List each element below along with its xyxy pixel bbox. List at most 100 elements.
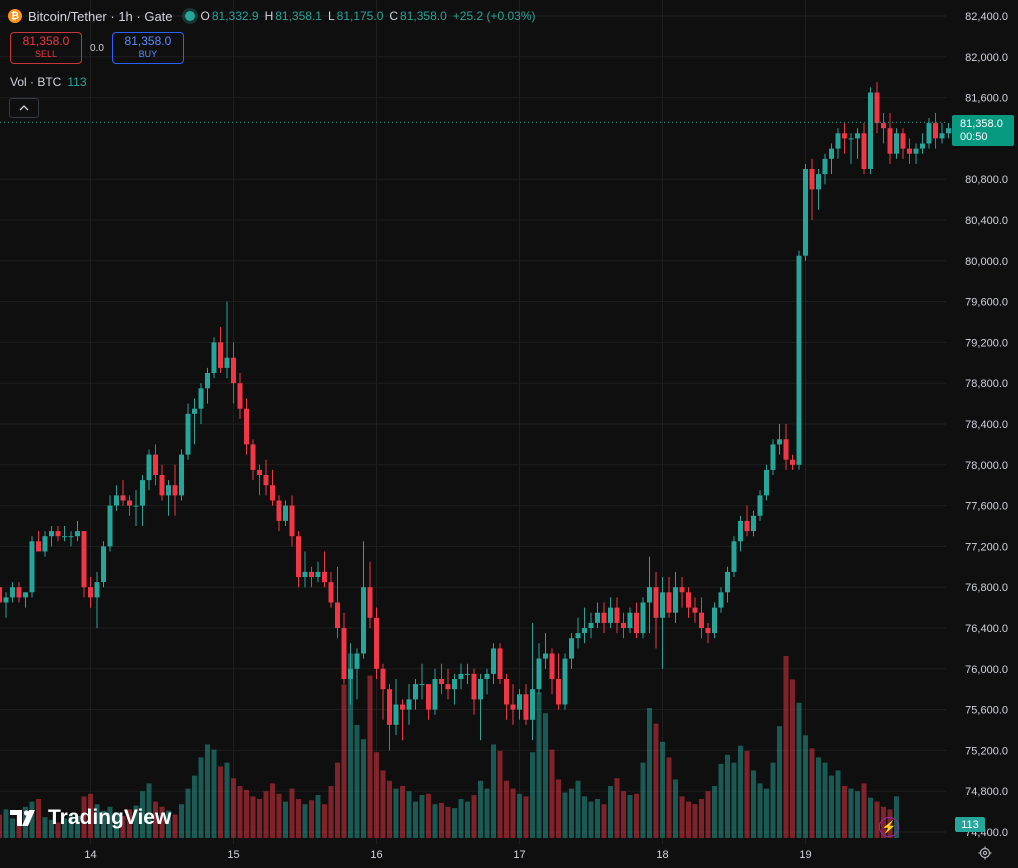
candle-body <box>94 582 100 598</box>
price-tick-label: 75,600.0 <box>965 705 1008 717</box>
candle <box>764 464 769 501</box>
lightning-icon[interactable]: ⚡ <box>879 817 899 837</box>
price-axis[interactable]: 82,400.0 82,000.0 81,600.0 80,800.0 80,400.0… <box>965 11 1008 839</box>
tradingview-logo[interactable]: TradingView <box>10 806 171 830</box>
collapse-legend-button[interactable] <box>9 98 39 118</box>
volume-bar <box>666 757 672 838</box>
volume-bar <box>439 802 444 838</box>
candle <box>634 602 639 639</box>
candle <box>731 536 737 577</box>
volume-bar <box>868 797 873 838</box>
volume-bar <box>354 724 360 838</box>
candle <box>42 531 48 557</box>
candle-body <box>608 607 613 623</box>
volume-bar <box>315 795 321 838</box>
volume-bar <box>738 745 743 838</box>
volume-bar <box>595 799 600 838</box>
candle <box>471 668 477 715</box>
candle-body <box>166 485 171 496</box>
candle <box>127 495 132 516</box>
candle <box>159 464 165 501</box>
chart-grid <box>0 0 946 844</box>
candle-body <box>751 515 756 532</box>
candle <box>263 459 269 496</box>
time-tick-label: 14 <box>84 849 96 861</box>
volume-bar <box>491 744 496 838</box>
candle <box>88 577 93 608</box>
volume-bar <box>835 770 841 838</box>
candle-body <box>127 500 132 506</box>
candle <box>894 128 899 159</box>
buy-button[interactable]: 81,358.0 BUY <box>111 32 184 64</box>
ohlc-high: H 81,358.1 <box>264 9 322 23</box>
candle <box>348 643 353 705</box>
candle <box>244 398 249 455</box>
time-tick-label: 19 <box>799 849 811 861</box>
volume-bar <box>536 692 542 838</box>
volume-bar <box>36 799 41 838</box>
volume-bar <box>55 822 61 838</box>
volume-bar <box>88 793 93 838</box>
price-change: +25.2 (+0.03%) <box>452 9 536 23</box>
candle <box>36 531 41 552</box>
candle-body <box>471 673 477 700</box>
time-tick-label: 16 <box>370 849 382 861</box>
candle <box>588 612 594 639</box>
candle <box>296 531 301 588</box>
gear-icon[interactable] <box>978 846 992 860</box>
candle-body <box>257 469 262 475</box>
time-axis[interactable]: 14 15 16 17 18 19 <box>84 849 811 861</box>
candle <box>224 301 230 379</box>
candle <box>920 133 925 154</box>
candle <box>725 566 730 603</box>
symbol-title[interactable]: Bitcoin/Tether · 1h · Gate <box>28 8 173 24</box>
candle-body <box>276 500 282 521</box>
candle-body <box>218 342 223 368</box>
candle-body <box>829 148 834 159</box>
volume-bar <box>725 754 730 838</box>
candle-body <box>621 622 626 628</box>
candle <box>419 663 425 700</box>
candle-body <box>445 684 451 690</box>
volume-bar <box>10 818 15 838</box>
volume-bar <box>517 793 522 838</box>
buy-price: 81,358.0 <box>124 34 172 48</box>
candle-body <box>159 475 165 496</box>
volume-bar <box>140 791 145 838</box>
volume-bar <box>692 804 698 838</box>
volume-bar <box>94 804 100 838</box>
tradingview-logo-icon <box>10 810 35 826</box>
candle-body <box>419 684 425 686</box>
candle-body <box>588 622 594 628</box>
candle <box>55 526 61 542</box>
candle-body <box>393 704 399 725</box>
candle-body <box>107 505 113 547</box>
candle-body <box>783 439 789 460</box>
candle <box>614 597 620 634</box>
volume-bar <box>614 778 620 838</box>
volume-bar <box>549 749 555 838</box>
candle-body <box>406 699 412 710</box>
candle <box>283 500 288 526</box>
volume-bar <box>842 786 847 838</box>
candle <box>816 169 821 210</box>
logo-text: TradingView <box>48 806 172 829</box>
volume-label: Vol · BTC <box>10 75 62 89</box>
price-tick-label: 76,400.0 <box>965 623 1008 635</box>
price-tick-label: 81,600.0 <box>965 93 1008 105</box>
candle <box>426 684 431 720</box>
candle <box>458 663 464 690</box>
candle-body <box>549 653 555 679</box>
volume-legend[interactable]: Vol · BTC 113 <box>10 75 87 89</box>
volume-bar <box>705 791 711 838</box>
volume-bar <box>588 801 594 838</box>
candle-body <box>803 169 808 256</box>
candle-body <box>562 658 568 705</box>
candle-body <box>0 587 2 603</box>
candle <box>153 444 158 486</box>
candle <box>575 617 581 649</box>
sell-button[interactable]: 81,358.0 SELL <box>10 32 82 64</box>
time-tick-label: 15 <box>227 849 239 861</box>
candle <box>803 163 808 261</box>
